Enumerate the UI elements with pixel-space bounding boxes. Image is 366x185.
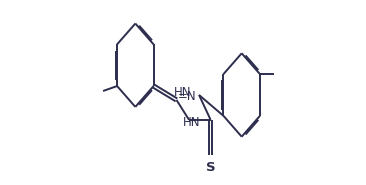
Text: HN: HN: [174, 85, 191, 98]
Text: S: S: [206, 162, 216, 174]
Text: =N: =N: [178, 90, 196, 103]
Text: HN: HN: [183, 116, 201, 129]
